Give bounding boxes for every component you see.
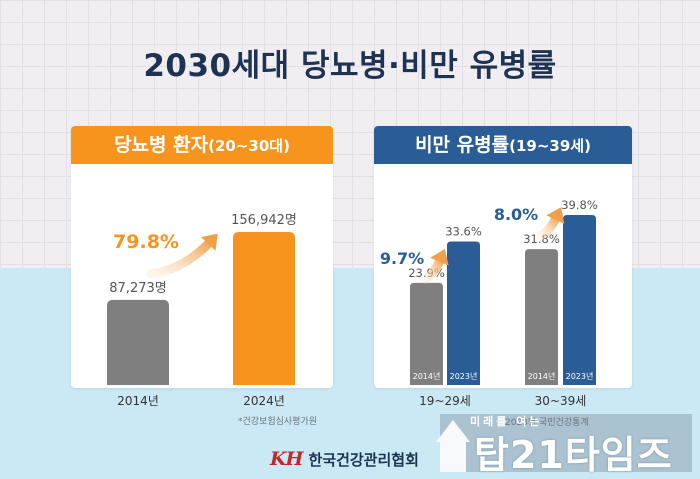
- obesity-bar-30~39세-2014년: [525, 249, 558, 385]
- diabetes-category-label: 2014년: [117, 394, 159, 408]
- diabetes-value-label: 87,273명: [109, 281, 166, 296]
- diabetes-bar-2014년: [107, 299, 169, 385]
- diabetes-header-sub: (20~30대): [208, 137, 290, 155]
- obesity-bar-year-label: 2014년: [413, 371, 441, 381]
- obesity-header-label: 비만 유병률: [415, 134, 510, 156]
- diabetes-panel-header: 당뇨병 환자(20~30대): [71, 126, 333, 164]
- footnote-source: *건강보험심사평가원: [238, 417, 318, 427]
- watermark-brand: 탑21타임즈: [474, 433, 673, 477]
- obesity-bar-19~29세-2023년: [447, 241, 480, 385]
- page-title: 2030세대 당뇨병·비만 유병률: [143, 48, 557, 84]
- obesity-increase-label: 8.0%: [494, 205, 538, 224]
- footnote-source-2: 2023년 국민건강통계: [505, 418, 589, 428]
- obesity-value-label: 33.6%: [445, 224, 482, 238]
- obesity-increase-arrow-2-head: [546, 207, 565, 224]
- obesity-group-label: 19~29세: [419, 394, 471, 408]
- khma-logo: KH 한국건강관리협회: [270, 446, 419, 472]
- obesity-bar-year-label: 2023년: [566, 371, 594, 381]
- obesity-increase-arrow-1-head: [430, 248, 449, 266]
- obesity-bar-19~29세-2014년: [410, 282, 443, 385]
- obesity-bar-30~39세-2023년: [563, 215, 596, 385]
- diabetes-increase-arrow-stroke: [145, 236, 216, 279]
- diabetes-increase-label: 79.8%: [113, 231, 179, 253]
- obesity-header-sub: (19~39세): [509, 137, 591, 155]
- watermark-tagline: 미래를 여는: [470, 415, 543, 428]
- obesity-increase-label: 9.7%: [380, 249, 424, 268]
- obesity-bar-year-label: 2023년: [450, 371, 478, 381]
- obesity-bar-year-label: 2014년: [528, 371, 556, 381]
- khma-logo-mark: KH: [270, 448, 303, 470]
- watermark-arrow-icon: [436, 420, 470, 472]
- obesity-panel-header: 비만 유병률(19~39세): [374, 126, 632, 164]
- diabetes-value-label: 156,942명: [231, 213, 297, 228]
- obesity-group-label: 30~39세: [535, 394, 587, 408]
- diabetes-increase-arrow-head: [200, 233, 218, 251]
- watermark-band: [440, 414, 692, 472]
- diabetes-category-label: 2024년: [243, 394, 285, 408]
- obesity-value-label: 39.8%: [561, 198, 598, 212]
- diabetes-header-label: 당뇨병 환자: [114, 134, 209, 156]
- diabetes-bar-2024년: [233, 232, 295, 385]
- khma-logo-text: 한국건강관리협회: [308, 450, 419, 469]
